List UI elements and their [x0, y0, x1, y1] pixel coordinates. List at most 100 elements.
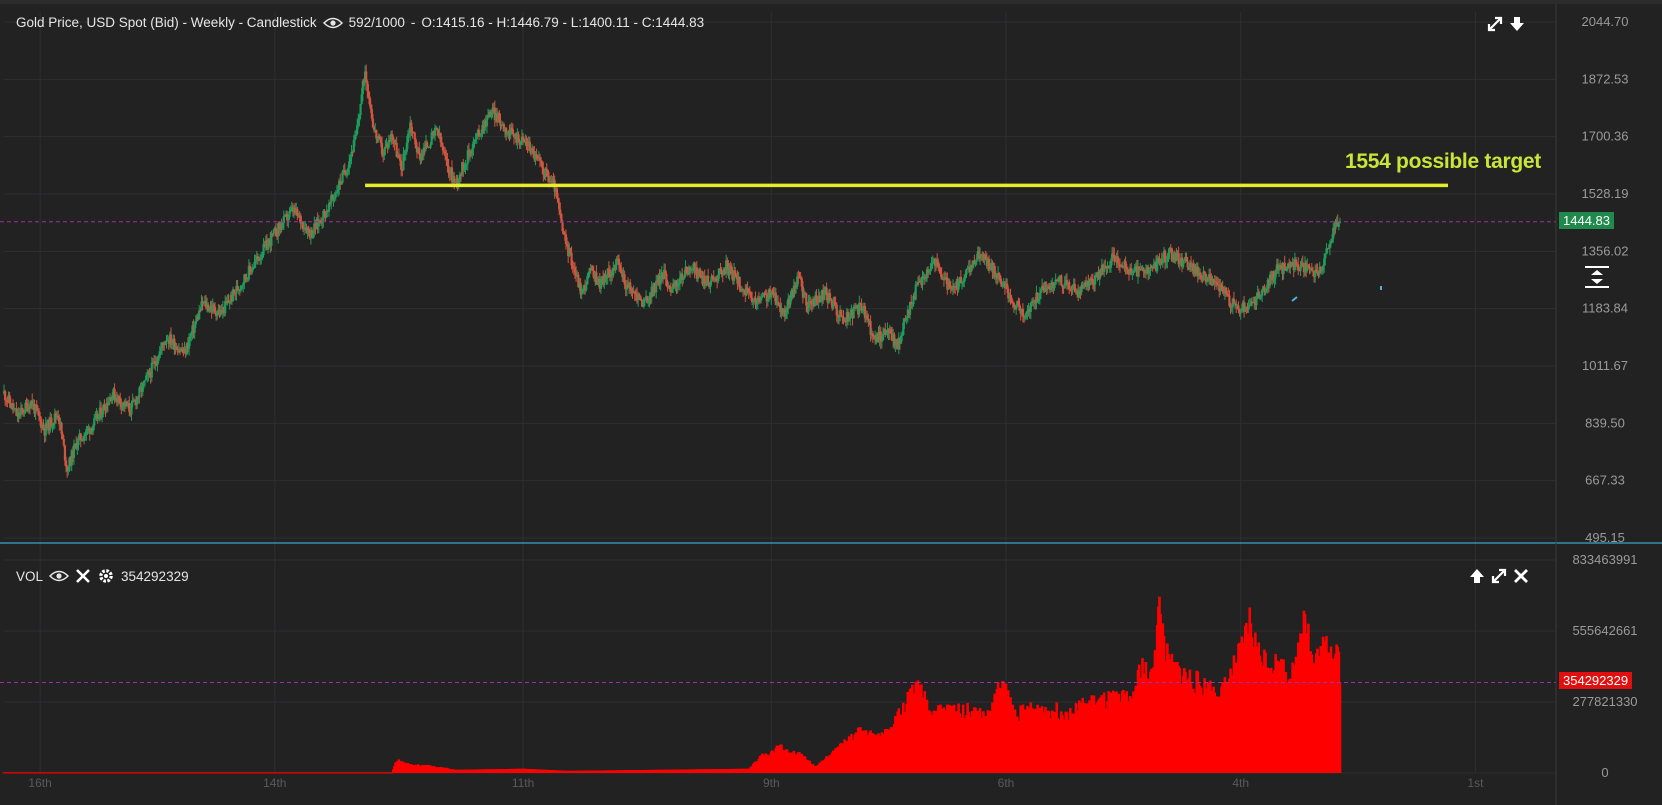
candle-body — [741, 288, 745, 291]
candle-body — [1106, 266, 1109, 269]
candle-body — [1286, 263, 1290, 267]
candle-body — [889, 328, 893, 333]
candle-body — [473, 140, 476, 142]
candle-body — [173, 338, 176, 350]
candle-body — [985, 258, 988, 266]
candle-body — [380, 142, 384, 155]
candle-body — [905, 317, 908, 320]
candle-body — [431, 131, 434, 133]
candle-body — [219, 310, 222, 316]
candle-body — [692, 263, 695, 269]
candle-body — [37, 411, 41, 417]
candle-body — [268, 238, 271, 243]
candle-body — [1007, 288, 1010, 299]
candle-body — [1158, 258, 1161, 265]
candle-body — [623, 274, 626, 285]
candle-body — [20, 407, 24, 410]
candle-body — [60, 423, 63, 435]
candle-body — [578, 282, 581, 287]
candle-body — [1125, 267, 1128, 270]
candle-body — [693, 263, 696, 274]
candle-body — [878, 331, 881, 340]
download-icon[interactable] — [1508, 15, 1526, 33]
candle-body — [1004, 283, 1008, 289]
candle-body — [493, 107, 496, 121]
split-view-icon[interactable] — [1583, 265, 1611, 289]
candle-body — [1115, 256, 1118, 262]
candle-body — [481, 125, 484, 134]
candle-body — [248, 265, 252, 270]
candle-body — [602, 276, 605, 285]
candle-body — [1183, 259, 1186, 261]
candle-body — [87, 427, 90, 429]
candle-body — [68, 457, 71, 471]
candle-body — [418, 147, 421, 155]
candle-body — [245, 277, 248, 279]
eye-icon[interactable] — [322, 17, 343, 29]
candle-body — [1237, 305, 1240, 310]
candle-body — [300, 221, 303, 224]
candle-body — [1248, 305, 1251, 307]
candle-body — [709, 282, 712, 288]
candle-body — [805, 293, 808, 306]
candle-body — [796, 276, 799, 287]
candle-body — [795, 286, 798, 289]
expand-icon[interactable] — [1486, 15, 1504, 33]
candle-body — [834, 302, 837, 305]
candle-body — [1238, 309, 1241, 314]
candle-body — [1185, 256, 1188, 262]
drawing-marker — [1380, 286, 1382, 290]
candle-body — [264, 240, 267, 246]
candle-body — [1096, 271, 1099, 278]
candle-body — [354, 134, 358, 136]
candle-body — [1177, 253, 1180, 265]
candle-body — [995, 274, 999, 280]
candle-body — [1309, 268, 1312, 270]
arrow-up-icon[interactable] — [1468, 567, 1486, 585]
candle-body — [694, 267, 697, 274]
candle-body — [916, 281, 920, 286]
close-icon[interactable] — [75, 568, 91, 584]
candle-body — [1302, 266, 1305, 273]
candle-body — [652, 282, 656, 297]
candle-body — [291, 207, 294, 212]
candle-body — [46, 419, 50, 429]
candle-body — [1029, 302, 1032, 312]
candle-body — [1087, 281, 1090, 286]
candle-body — [836, 315, 839, 318]
candle-body — [2, 391, 6, 394]
candle-body — [666, 285, 669, 288]
candle-body — [1222, 291, 1225, 294]
candle-body — [1229, 306, 1232, 308]
eye-icon[interactable] — [49, 570, 70, 582]
candle-body — [231, 289, 235, 302]
gear-icon[interactable] — [97, 567, 115, 585]
candle-body — [861, 310, 864, 312]
candle-body — [215, 312, 218, 317]
candle-body — [506, 132, 509, 135]
candle-body — [93, 418, 96, 426]
x-tick-label: 4th — [1232, 776, 1249, 790]
candle-body — [1280, 265, 1283, 269]
candle-body — [84, 433, 87, 437]
candle-body — [212, 304, 215, 307]
candle-body — [340, 182, 343, 185]
candle-body — [1236, 305, 1239, 307]
candle-body — [1167, 252, 1170, 256]
candle-body — [39, 416, 42, 420]
candle-body — [1113, 254, 1116, 259]
volume-bar — [1338, 682, 1342, 773]
candle-body — [357, 120, 360, 125]
candle-body — [1327, 248, 1330, 250]
candle-body — [767, 289, 771, 298]
candle-body — [15, 408, 18, 416]
candle-body — [965, 269, 968, 275]
close-icon[interactable] — [1512, 567, 1530, 585]
candle-body — [959, 276, 962, 284]
target-annotation[interactable]: 1554 possible target — [1345, 150, 1541, 173]
candle-body — [1312, 271, 1316, 277]
price-tick-label: 1700.36 — [1582, 129, 1629, 144]
candle-body — [383, 149, 386, 156]
expand-icon[interactable] — [1490, 567, 1508, 585]
candle-body — [341, 171, 344, 183]
